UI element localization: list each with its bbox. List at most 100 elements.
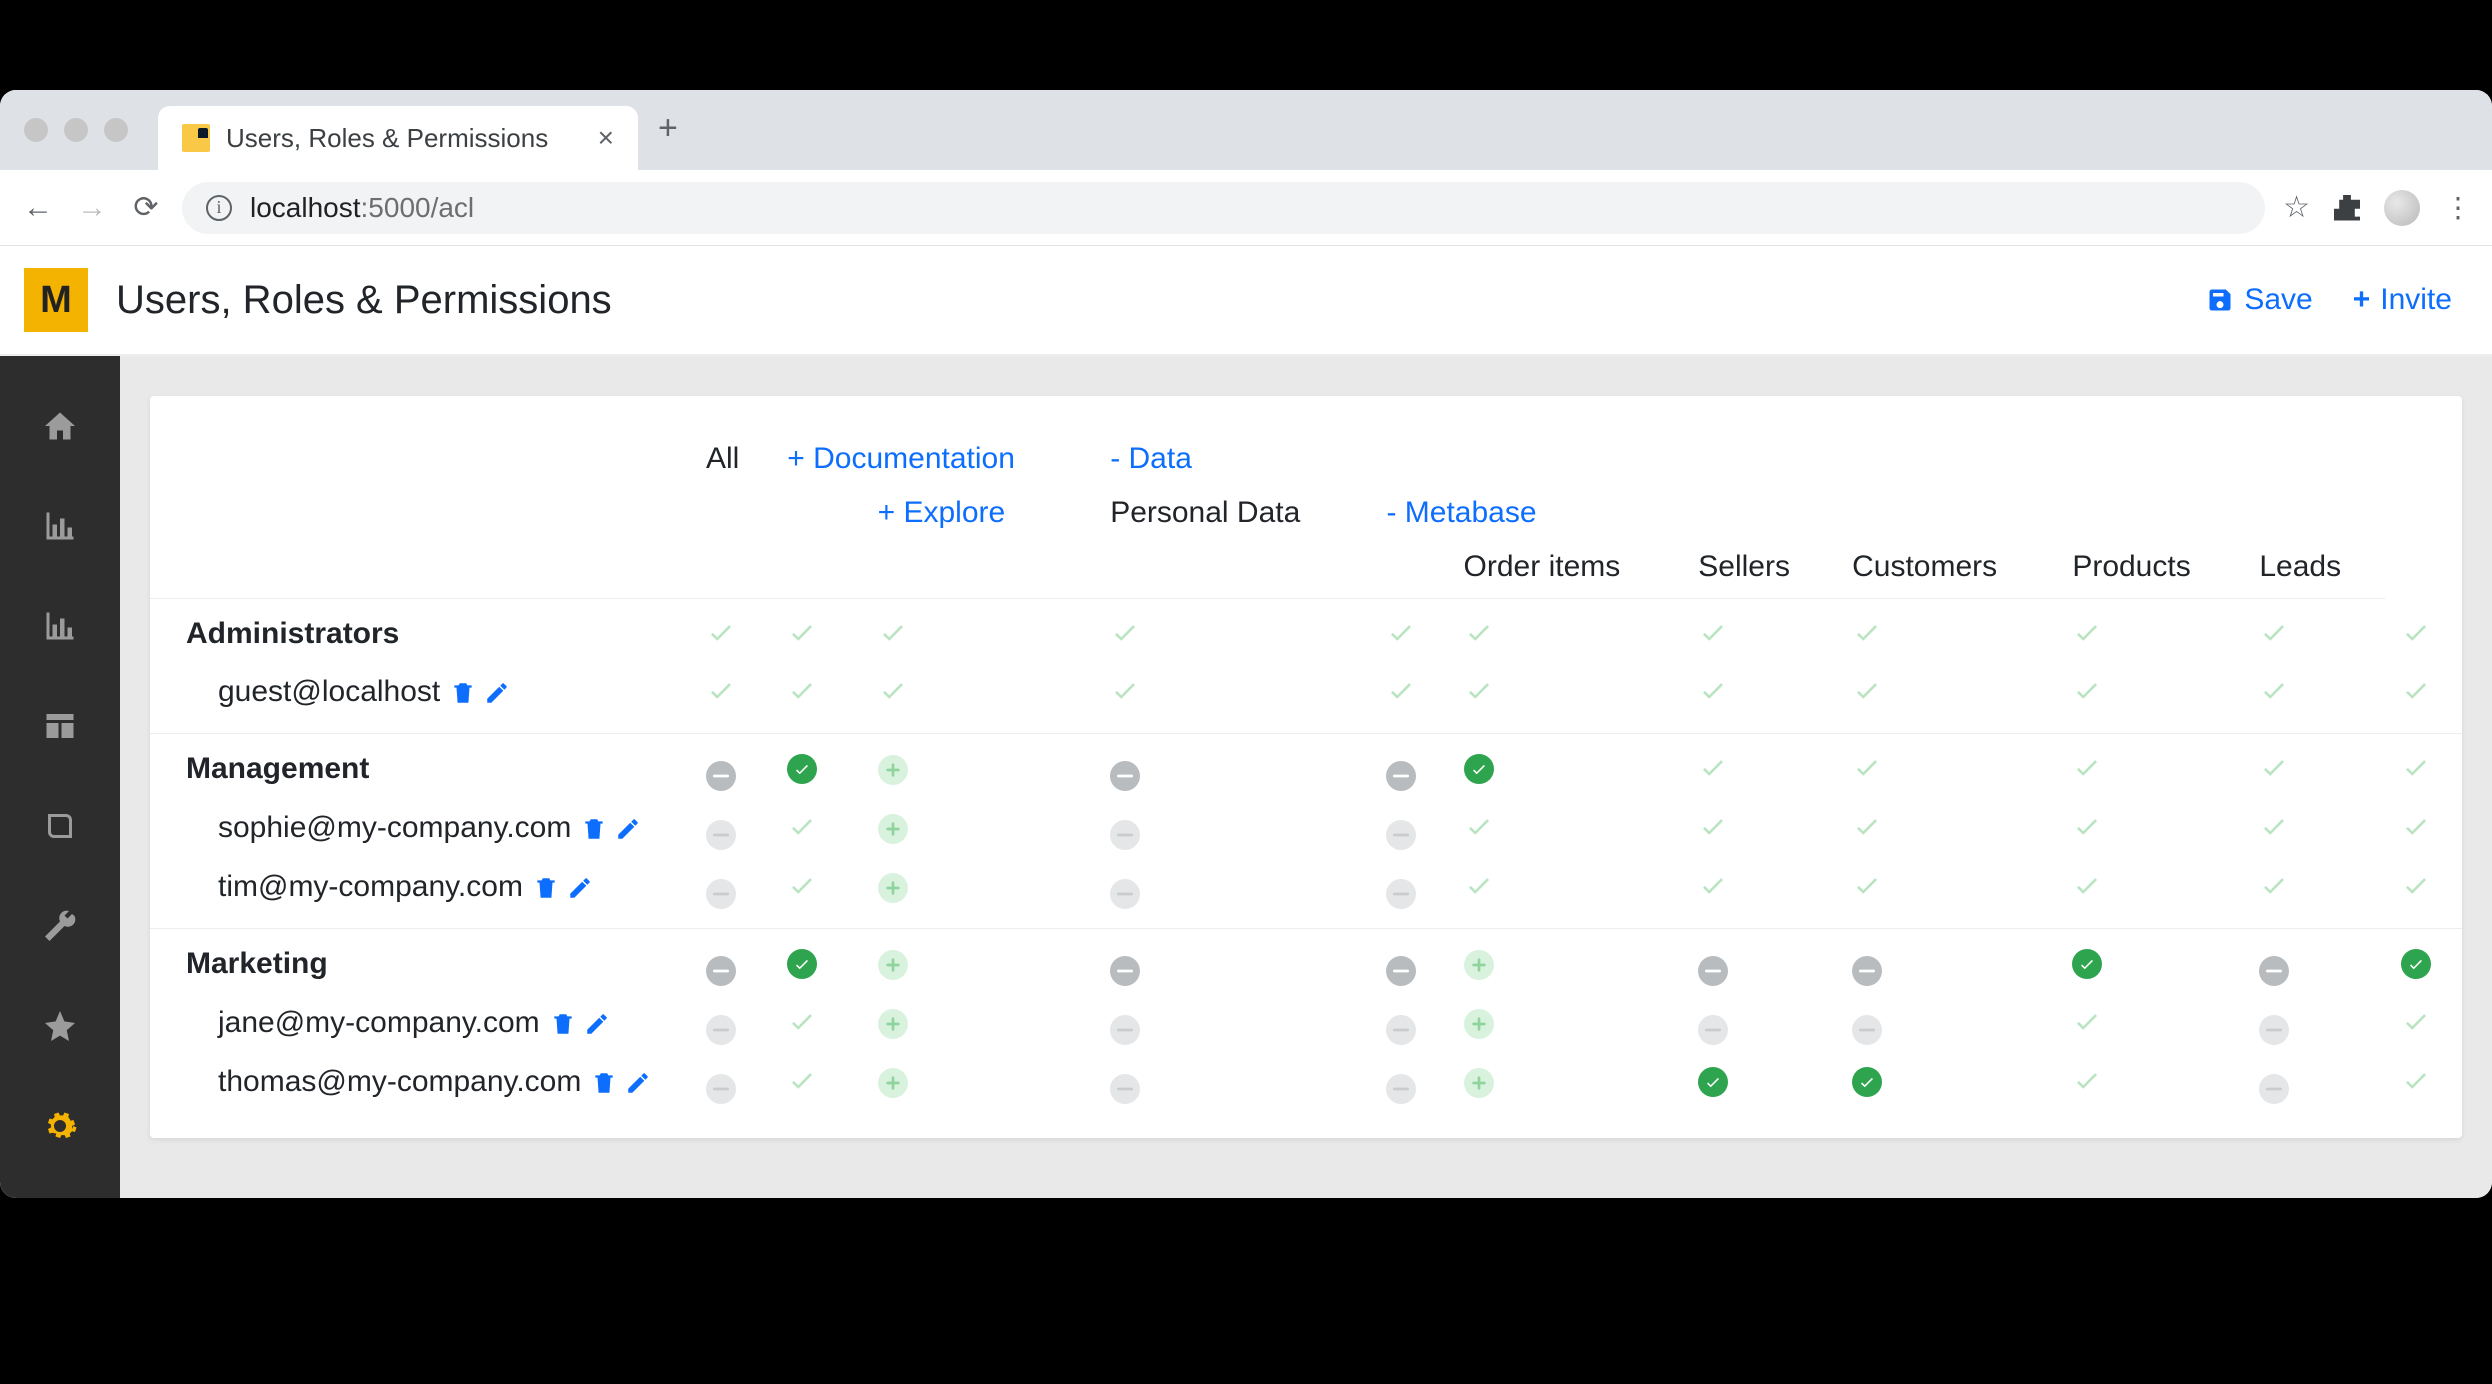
perm-check-soft-icon[interactable]	[2401, 811, 2431, 841]
sidebar-item-home[interactable]	[0, 376, 120, 476]
perm-plus-soft-icon[interactable]	[1464, 950, 1494, 980]
perm-check-soft-icon[interactable]	[2401, 1065, 2431, 1095]
perm-check-soft-icon[interactable]	[2072, 1006, 2102, 1036]
perm-check-soft-icon[interactable]	[1698, 811, 1728, 841]
back-icon[interactable]: ←	[20, 191, 56, 225]
perm-check-soft-icon[interactable]	[1386, 675, 1416, 705]
perm-check-soft-icon[interactable]	[1110, 617, 1140, 647]
perm-plus-soft-icon[interactable]	[878, 1068, 908, 1098]
perm-check-soft-icon[interactable]	[1110, 675, 1140, 705]
perm-minus-soft-icon[interactable]	[2259, 1074, 2289, 1104]
perm-check-soft-icon[interactable]	[2401, 752, 2431, 782]
perm-check-soft-icon[interactable]	[2259, 811, 2289, 841]
perm-minus-solid-icon[interactable]	[1852, 956, 1882, 986]
perm-plus-soft-icon[interactable]	[878, 755, 908, 785]
perm-minus-soft-icon[interactable]	[1386, 1015, 1416, 1045]
perm-minus-solid-icon[interactable]	[1386, 956, 1416, 986]
perm-check-soft-icon[interactable]	[787, 617, 817, 647]
perm-minus-soft-icon[interactable]	[706, 1015, 736, 1045]
perm-check-soft-icon[interactable]	[2072, 870, 2102, 900]
edit-user-icon[interactable]	[484, 680, 510, 706]
perm-check-soft-icon[interactable]	[2072, 617, 2102, 647]
perm-minus-soft-icon[interactable]	[1386, 820, 1416, 850]
edit-user-icon[interactable]	[567, 875, 593, 901]
col-documentation[interactable]: + Documentation	[787, 442, 1015, 475]
perm-minus-soft-icon[interactable]	[1110, 1015, 1140, 1045]
edit-user-icon[interactable]	[615, 816, 641, 842]
perm-check-solid-icon[interactable]	[1698, 1067, 1728, 1097]
perm-minus-solid-icon[interactable]	[1110, 956, 1140, 986]
perm-check-soft-icon[interactable]	[2401, 1006, 2431, 1036]
delete-user-icon[interactable]	[581, 816, 607, 842]
perm-check-soft-icon[interactable]	[787, 1065, 817, 1095]
perm-minus-solid-icon[interactable]	[1698, 956, 1728, 986]
minimize-window-icon[interactable]	[64, 118, 88, 142]
perm-check-soft-icon[interactable]	[706, 617, 736, 647]
perm-check-soft-icon[interactable]	[2259, 870, 2289, 900]
perm-check-soft-icon[interactable]	[1464, 675, 1494, 705]
perm-check-solid-icon[interactable]	[787, 949, 817, 979]
col-explore[interactable]: + Explore	[878, 496, 1006, 529]
new-tab-button[interactable]: +	[658, 109, 678, 152]
perm-check-soft-icon[interactable]	[2259, 752, 2289, 782]
sidebar-item-tools[interactable]	[0, 876, 120, 976]
perm-plus-soft-icon[interactable]	[878, 950, 908, 980]
perm-check-soft-icon[interactable]	[2259, 617, 2289, 647]
perm-check-soft-icon[interactable]	[1852, 811, 1882, 841]
perm-check-solid-icon[interactable]	[1464, 754, 1494, 784]
perm-check-solid-icon[interactable]	[787, 754, 817, 784]
save-button[interactable]: Save	[2206, 283, 2312, 317]
perm-check-soft-icon[interactable]	[1698, 675, 1728, 705]
perm-minus-solid-icon[interactable]	[706, 956, 736, 986]
perm-check-soft-icon[interactable]	[2401, 870, 2431, 900]
perm-check-soft-icon[interactable]	[2072, 675, 2102, 705]
sidebar-item-docs[interactable]	[0, 776, 120, 876]
site-info-icon[interactable]: i	[206, 195, 232, 221]
perm-check-soft-icon[interactable]	[878, 617, 908, 647]
perm-check-soft-icon[interactable]	[2072, 752, 2102, 782]
perm-check-soft-icon[interactable]	[878, 675, 908, 705]
perm-check-soft-icon[interactable]	[2259, 675, 2289, 705]
perm-minus-soft-icon[interactable]	[1110, 820, 1140, 850]
perm-minus-soft-icon[interactable]	[1386, 879, 1416, 909]
sidebar-item-settings[interactable]	[0, 1076, 120, 1176]
extensions-icon[interactable]	[2334, 195, 2360, 221]
perm-check-soft-icon[interactable]	[787, 870, 817, 900]
profile-avatar[interactable]	[2384, 190, 2420, 226]
perm-check-soft-icon[interactable]	[1852, 752, 1882, 782]
edit-user-icon[interactable]	[625, 1070, 651, 1096]
perm-check-soft-icon[interactable]	[1464, 811, 1494, 841]
close-window-icon[interactable]	[24, 118, 48, 142]
perm-check-soft-icon[interactable]	[787, 675, 817, 705]
perm-check-soft-icon[interactable]	[1464, 617, 1494, 647]
perm-minus-soft-icon[interactable]	[706, 820, 736, 850]
delete-user-icon[interactable]	[533, 875, 559, 901]
perm-check-soft-icon[interactable]	[1852, 675, 1882, 705]
bookmark-icon[interactable]: ☆	[2283, 190, 2310, 225]
perm-check-soft-icon[interactable]	[1464, 870, 1494, 900]
perm-minus-soft-icon[interactable]	[1852, 1015, 1882, 1045]
edit-user-icon[interactable]	[584, 1011, 610, 1037]
sidebar-item-charts[interactable]	[0, 476, 120, 576]
delete-user-icon[interactable]	[450, 680, 476, 706]
perm-minus-soft-icon[interactable]	[1386, 1074, 1416, 1104]
perm-check-soft-icon[interactable]	[787, 1006, 817, 1036]
invite-button[interactable]: + Invite	[2353, 283, 2452, 317]
maximize-window-icon[interactable]	[104, 118, 128, 142]
browser-tab[interactable]: Users, Roles & Permissions ×	[158, 106, 638, 170]
perm-check-soft-icon[interactable]	[1698, 752, 1728, 782]
perm-minus-solid-icon[interactable]	[1110, 761, 1140, 791]
app-logo[interactable]: M	[24, 268, 88, 332]
perm-plus-soft-icon[interactable]	[1464, 1009, 1494, 1039]
perm-minus-solid-icon[interactable]	[1386, 761, 1416, 791]
perm-check-solid-icon[interactable]	[2072, 949, 2102, 979]
reload-icon[interactable]: ⟳	[128, 190, 164, 225]
perm-minus-solid-icon[interactable]	[706, 761, 736, 791]
perm-check-solid-icon[interactable]	[2401, 949, 2431, 979]
perm-plus-soft-icon[interactable]	[878, 873, 908, 903]
perm-minus-soft-icon[interactable]	[1110, 879, 1140, 909]
perm-minus-soft-icon[interactable]	[706, 1074, 736, 1104]
perm-check-soft-icon[interactable]	[2072, 1065, 2102, 1095]
perm-check-soft-icon[interactable]	[1386, 617, 1416, 647]
forward-icon[interactable]: →	[74, 191, 110, 225]
